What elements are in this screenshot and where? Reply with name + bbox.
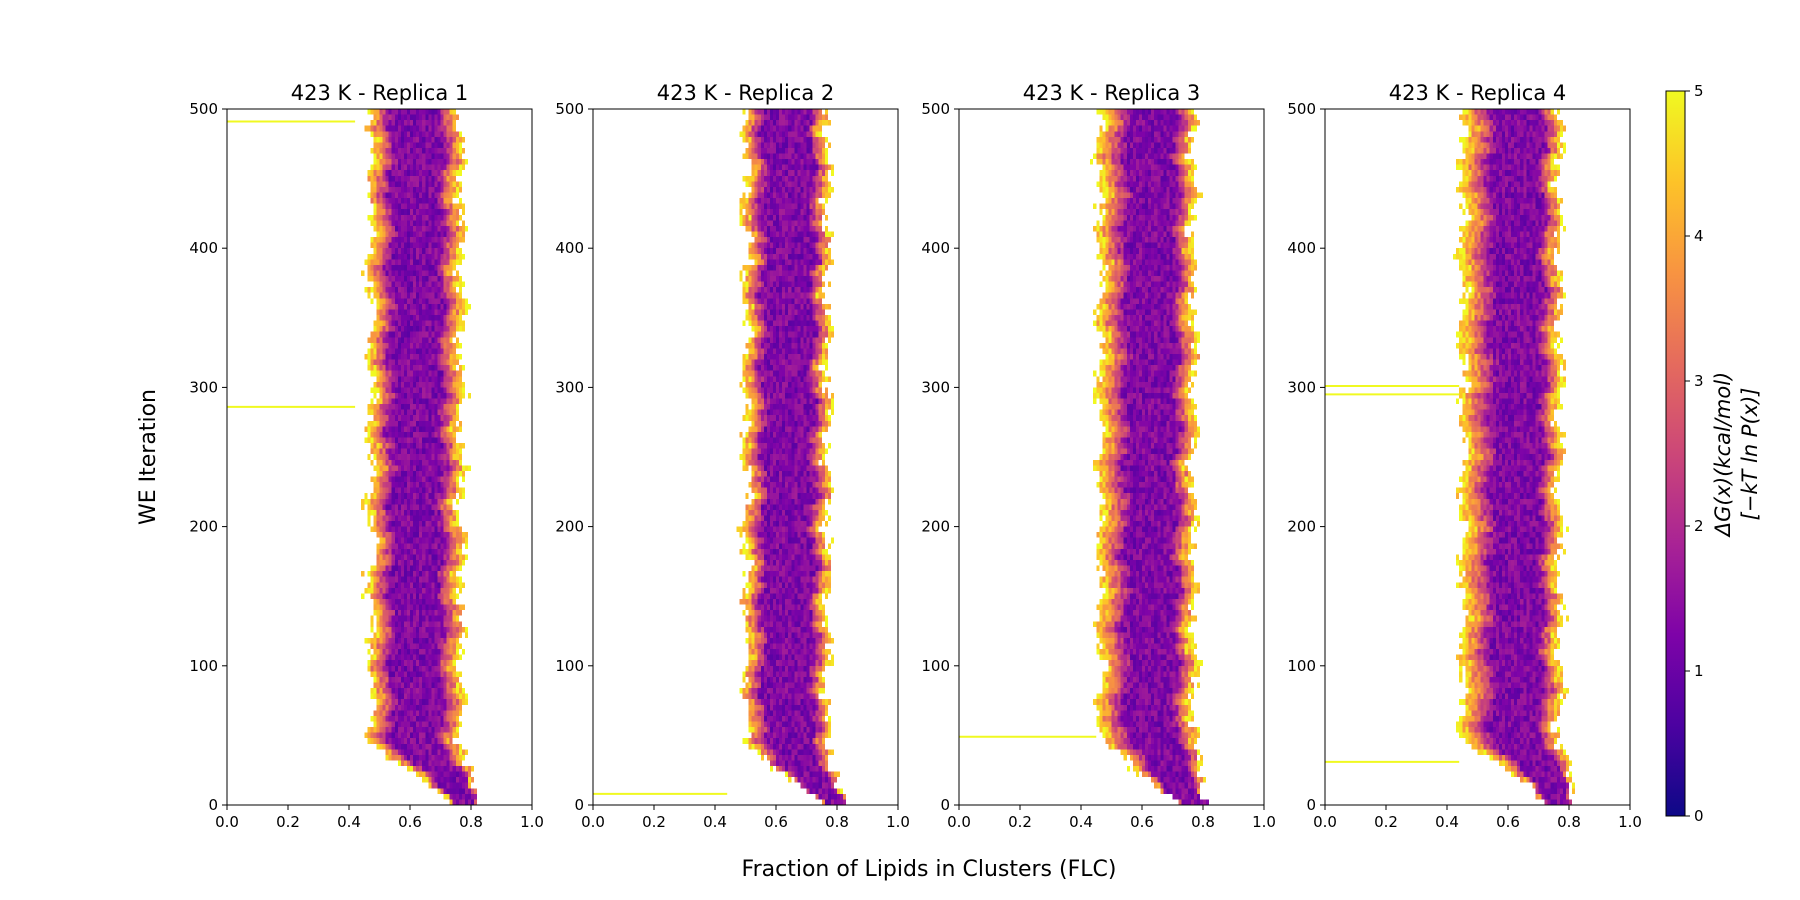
x-tick-label: 0.6: [764, 813, 788, 831]
colorbar-tick-label: 4: [1694, 227, 1704, 245]
y-tick-label: 300: [189, 378, 218, 396]
panel-title: 423 K - Replica 4: [1389, 81, 1566, 105]
x-tick-label: 0.2: [642, 813, 666, 831]
x-tick-label: 0.4: [1435, 813, 1459, 831]
x-tick-label: 0.2: [276, 813, 300, 831]
y-tick-label: 200: [555, 518, 584, 536]
x-tick-label: 0.0: [1313, 813, 1337, 831]
colorbar-tick-label: 3: [1694, 372, 1704, 390]
y-tick-label: 0: [574, 796, 584, 814]
panel-title: 423 K - Replica 1: [291, 81, 468, 105]
colorbar-label-line2: [−kT ln P(x)]: [1738, 388, 1762, 521]
x-tick-label: 1.0: [1618, 813, 1642, 831]
x-tick-label: 0.8: [1557, 813, 1581, 831]
y-tick-label: 0: [208, 796, 218, 814]
y-tick-label: 100: [921, 657, 950, 675]
y-tick-label: 100: [189, 657, 218, 675]
y-tick-label: 100: [1287, 657, 1316, 675]
colorbar-tick-label: 2: [1694, 517, 1704, 535]
colorbar-gradient: [1665, 90, 1686, 817]
x-tick-label: 0.0: [947, 813, 971, 831]
panel-title: 423 K - Replica 3: [1023, 81, 1200, 105]
colorbar-tick-label: 1: [1694, 662, 1704, 680]
x-tick-label: 0.0: [581, 813, 605, 831]
x-tick-label: 0.4: [703, 813, 727, 831]
panel-frame: [958, 108, 1265, 806]
x-tick-label: 0.6: [1496, 813, 1520, 831]
y-tick-label: 200: [921, 518, 950, 536]
y-tick-label: 0: [1306, 796, 1316, 814]
colorbar-label-line1: ΔG(x)(kcal/mol): [1711, 372, 1735, 538]
x-axis-label: Fraction of Lipids in Clusters (FLC): [742, 857, 1117, 882]
heatmap-image-1: [227, 109, 532, 805]
y-tick-label: 0: [940, 796, 950, 814]
y-tick-label: 300: [555, 378, 584, 396]
y-tick-label: 500: [1287, 100, 1316, 118]
heatmap-image-3: [959, 109, 1264, 805]
x-tick-label: 1.0: [1252, 813, 1276, 831]
heatmap-image-2: [593, 109, 898, 805]
panel-1: 423 K - Replica 1 0.0 0.2 0.4 0.6 0.8 1.0 0 100 2…: [189, 81, 544, 831]
x-tick-label: 0.4: [337, 813, 361, 831]
heatmap-image-4: [1325, 109, 1630, 805]
panel-frame: [226, 108, 533, 806]
colorbar: 0 1 2 3 4 5 ΔG(x)(kcal/mol) [−kT ln P(x)]: [1665, 82, 1762, 825]
x-tick-label: 0.8: [1191, 813, 1215, 831]
x-tick-label: 0.8: [825, 813, 849, 831]
x-tick-label: 0.2: [1374, 813, 1398, 831]
y-tick-label: 300: [1287, 378, 1316, 396]
colorbar-tick-label: 0: [1694, 807, 1704, 825]
y-tick-label: 200: [1287, 518, 1316, 536]
panel-2: 423 K - Replica 2 0.0 0.2 0.4 0.6 0.8 1.0 0 100 2…: [555, 81, 910, 831]
y-tick-label: 400: [555, 239, 584, 257]
y-tick-label: 500: [921, 100, 950, 118]
x-tick-label: 0.2: [1008, 813, 1032, 831]
x-tick-label: 0.4: [1069, 813, 1093, 831]
x-tick-label: 0.6: [398, 813, 422, 831]
y-tick-label: 100: [555, 657, 584, 675]
y-tick-label: 300: [921, 378, 950, 396]
panel-4: 423 K - Replica 4 0.0 0.2 0.4 0.6 0.8 1.0 0 100 2…: [1287, 81, 1642, 831]
y-tick-label: 500: [189, 100, 218, 118]
y-tick-label: 500: [555, 100, 584, 118]
y-axis-label: WE Iteration: [136, 389, 161, 525]
x-tick-label: 0.0: [215, 813, 239, 831]
y-tick-label: 400: [1287, 239, 1316, 257]
panel-frame: [592, 108, 899, 806]
x-tick-label: 0.6: [1130, 813, 1154, 831]
panel-title: 423 K - Replica 2: [657, 81, 834, 105]
y-tick-label: 400: [921, 239, 950, 257]
x-tick-label: 1.0: [520, 813, 544, 831]
y-tick-label: 400: [189, 239, 218, 257]
panel-frame: [1324, 108, 1631, 806]
y-tick-label: 200: [189, 518, 218, 536]
panel-3: 423 K - Replica 3 0.0 0.2 0.4 0.6 0.8 1.0 0 100 2…: [921, 81, 1276, 831]
panels-group: 423 K - Replica 1 0.0 0.2 0.4 0.6 0.8 1.0 0 100 2…: [189, 81, 1642, 831]
x-tick-label: 0.8: [459, 813, 483, 831]
colorbar-tick-label: 5: [1694, 82, 1704, 100]
x-tick-label: 1.0: [886, 813, 910, 831]
